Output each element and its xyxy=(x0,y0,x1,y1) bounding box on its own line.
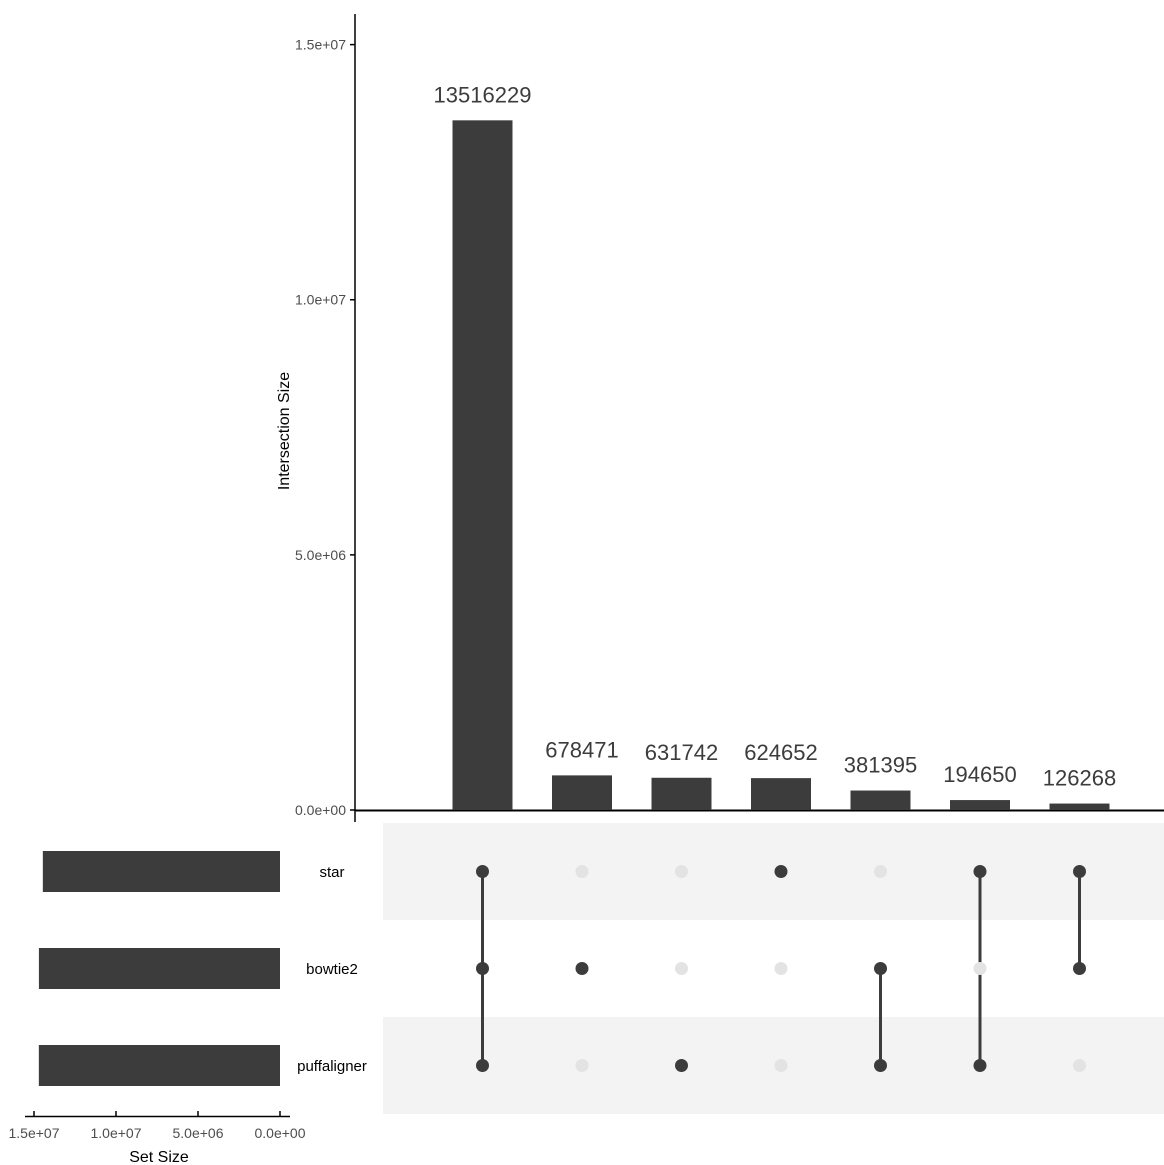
x-tick-label: 0.0e+00 xyxy=(255,1125,306,1141)
y-tick-label: 5.0e+06 xyxy=(295,547,346,563)
matrix-dot-active xyxy=(874,962,887,975)
matrix-dot-inactive xyxy=(774,962,788,975)
set-label: puffaligner xyxy=(297,1058,367,1075)
intersection-bar xyxy=(751,778,811,810)
intersection-y-axis-title: Intersection Size xyxy=(276,372,293,490)
intersection-y-ticks: 0.0e+00 5.0e+06 1.0e+07 1.5e+07 xyxy=(295,37,355,818)
matrix-dot-inactive xyxy=(973,962,987,975)
matrix-stripe-2 xyxy=(383,1017,1164,1114)
intersection-bars xyxy=(452,120,1110,811)
intersection-bar xyxy=(850,790,911,810)
y-tick-label: 1.5e+07 xyxy=(295,37,346,53)
matrix-dot-inactive xyxy=(675,962,688,975)
y-tick-label: 1.0e+07 xyxy=(295,292,346,308)
intersection-bar-label: 194650 xyxy=(943,762,1016,787)
matrix-dot-inactive xyxy=(575,1059,589,1072)
matrix-dot-active xyxy=(675,1059,688,1072)
matrix-dot-active xyxy=(476,962,489,975)
matrix-stripe-0 xyxy=(383,823,1164,920)
intersection-bar-label: 624652 xyxy=(744,740,817,765)
set-size-bar xyxy=(38,948,281,989)
intersection-bar xyxy=(452,120,513,811)
intersection-bar-label: 126268 xyxy=(1043,766,1116,791)
matrix-dot-active xyxy=(575,962,589,975)
matrix-dot-active xyxy=(774,865,788,878)
y-tick-label: 0.0e+00 xyxy=(295,802,346,818)
x-tick-label: 1.5e+07 xyxy=(9,1125,60,1141)
intersection-bar xyxy=(651,777,712,810)
set-size-x-ticks: 1.5e+07 1.0e+07 5.0e+06 0.0e+00 xyxy=(9,1111,306,1141)
matrix-stripe-1 xyxy=(383,920,1164,1017)
x-tick-label: 1.0e+07 xyxy=(91,1125,142,1141)
set-labels: star bowtie2 puffaligner xyxy=(297,864,367,1075)
matrix-dot-active xyxy=(1073,962,1086,975)
matrix-dot-active xyxy=(973,865,987,878)
matrix-stripes xyxy=(383,823,1164,1114)
set-size-bars xyxy=(38,851,281,1086)
matrix-dot-inactive xyxy=(1073,1059,1086,1072)
matrix-dot-active xyxy=(973,1059,987,1072)
intersection-matrix xyxy=(476,865,1086,1072)
matrix-dot-inactive xyxy=(675,865,688,878)
matrix-dot-active xyxy=(476,1059,489,1072)
matrix-dot-inactive xyxy=(575,865,589,878)
matrix-dot-inactive xyxy=(874,865,887,878)
intersection-bar-label: 13516229 xyxy=(434,82,532,107)
set-size-x-axis-title: Set Size xyxy=(129,1149,189,1165)
set-size-bar xyxy=(38,1045,280,1086)
x-tick-label: 5.0e+06 xyxy=(173,1125,224,1141)
intersection-bar-label: 631742 xyxy=(645,740,718,765)
intersection-bar xyxy=(1049,803,1110,810)
matrix-dot-active xyxy=(874,1059,887,1072)
intersection-panel: 0.0e+00 5.0e+06 1.0e+07 1.5e+07 13516229 678… xyxy=(276,14,1164,822)
intersection-bar xyxy=(950,800,1010,810)
matrix-dot-active xyxy=(1073,865,1086,878)
matrix-dot-active xyxy=(476,865,489,878)
intersection-bar-label: 678471 xyxy=(545,737,618,762)
set-size-bar xyxy=(42,851,281,892)
set-label: bowtie2 xyxy=(306,961,358,978)
set-size-panel: star bowtie2 puffaligner 1.5e+07 1.0e+07 5.0… xyxy=(9,851,367,1165)
intersection-bar xyxy=(552,775,612,810)
matrix-dot-inactive xyxy=(774,1059,788,1072)
set-label: star xyxy=(319,864,344,881)
intersection-bar-label: 381395 xyxy=(844,753,917,778)
intersection-bar-labels: 13516229 678471 631742 624652 381395 194650 12… xyxy=(434,82,1117,790)
